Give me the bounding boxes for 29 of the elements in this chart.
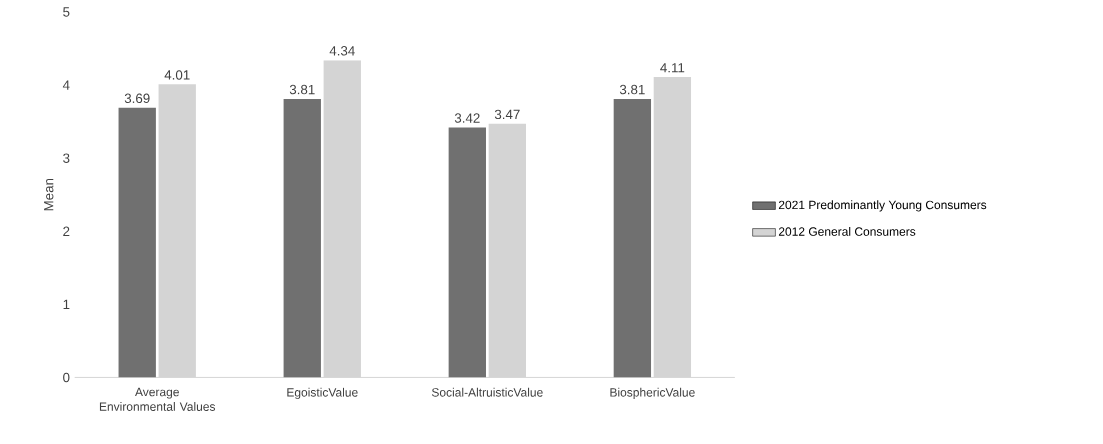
- y-tick-label: 2: [63, 226, 70, 236]
- data-label: 3.47: [494, 109, 520, 120]
- data-label: 4.34: [329, 46, 355, 56]
- y-tick-label: 1: [63, 299, 70, 309]
- y-tick-label: 4: [62, 80, 70, 90]
- data-label: 4.01: [164, 70, 190, 80]
- bar: [158, 84, 196, 378]
- data-label: 3.69: [124, 93, 150, 103]
- bar: [283, 98, 321, 378]
- bar: [613, 98, 652, 378]
- bar: [323, 60, 361, 378]
- x-tick-label: EgoisticValue: [287, 387, 358, 399]
- x-tick-label: BiosphericValue: [610, 387, 695, 399]
- x-tick-label: Average Environmental Values: [99, 387, 216, 411]
- y-axis-title: Mean: [44, 178, 54, 211]
- y-tick-label: 3: [63, 153, 70, 163]
- data-label: 3.81: [619, 84, 645, 95]
- bar: [488, 123, 526, 378]
- data-label: 3.81: [289, 84, 315, 95]
- y-tick-label: 0: [63, 372, 70, 383]
- legend-label: 2012 General Consumers: [778, 226, 916, 236]
- bar: [653, 77, 692, 378]
- bar: [118, 107, 156, 378]
- x-tick-label: Social-AltruisticValue: [431, 387, 543, 397]
- data-label: 3.42: [454, 113, 480, 123]
- legend-label: 2021 Predominantly Young Consumers: [778, 200, 987, 212]
- bar: [448, 127, 486, 378]
- y-tick-label: 5: [63, 7, 70, 17]
- data-label: 4.11: [660, 63, 685, 73]
